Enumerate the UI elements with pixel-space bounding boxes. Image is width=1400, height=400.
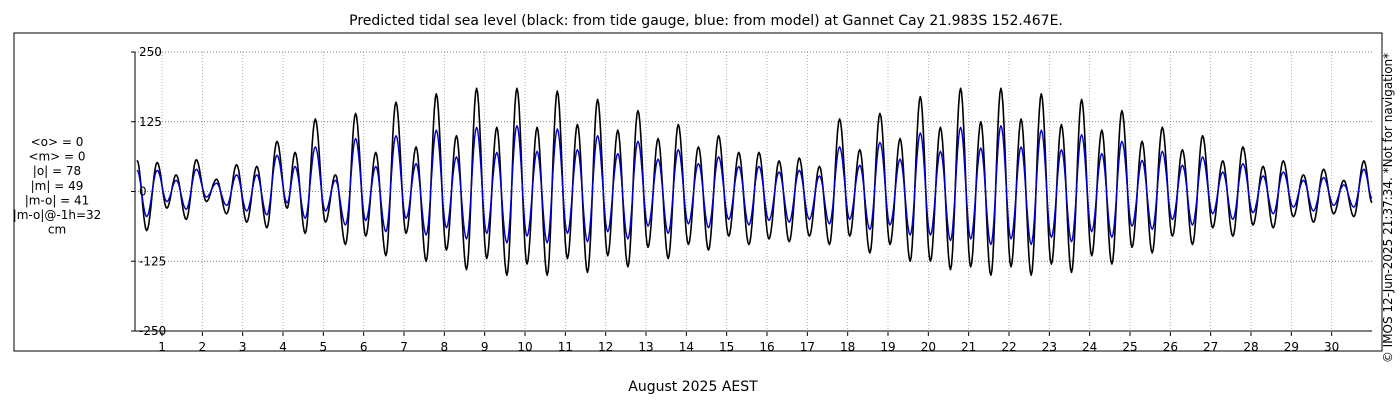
- statistics-panel: <o> = 0<m> = 0|o| = 78|m| = 49|m-o| = 41…: [13, 135, 102, 237]
- y-tick-label: -250: [139, 324, 166, 338]
- x-tick-label: 18: [840, 340, 855, 354]
- x-tick-label: 20: [921, 340, 936, 354]
- x-tick-label: 27: [1203, 340, 1218, 354]
- x-tick-labels: 1 2 3 4 5 6 7 8 9 10 11 12 13 14 15 16 17 18 19 20 21 22 23 24 2…: [158, 340, 1339, 354]
- stat-line: cm: [48, 223, 66, 237]
- y-tick-label: -125: [139, 254, 166, 268]
- x-tick-label: 23: [1042, 340, 1057, 354]
- stat-line: |m-o|@-1h=32: [13, 208, 102, 222]
- stat-line: |o| = 78: [33, 164, 81, 178]
- x-tick-label: 30: [1324, 340, 1339, 354]
- y-tick-label: 250: [139, 45, 162, 59]
- x-tick-label: 19: [880, 340, 895, 354]
- x-tick-label: 6: [360, 340, 368, 354]
- x-tick-label: 7: [400, 340, 408, 354]
- outer-frame: [13, 32, 1383, 352]
- x-tick-label: 28: [1243, 340, 1258, 354]
- stat-line: <o> = 0: [31, 135, 84, 149]
- x-tick-label: 3: [239, 340, 247, 354]
- x-tick-label: 16: [759, 340, 774, 354]
- x-tick-label: 1: [158, 340, 166, 354]
- x-tick-label: 22: [1001, 340, 1016, 354]
- x-tick-label: 29: [1284, 340, 1299, 354]
- stat-line: |m-o| = 41: [25, 193, 90, 207]
- x-tick-label: 26: [1163, 340, 1178, 354]
- x-tick-label: 14: [679, 340, 694, 354]
- x-tick-label: 5: [320, 340, 328, 354]
- model-series-line: [136, 125, 1373, 246]
- x-tick-label: 2: [199, 340, 207, 354]
- y-tick-labels: 250 125 0 -125 -250: [139, 45, 166, 338]
- y-tick-label: 0: [139, 185, 147, 199]
- y-tick-label: 125: [139, 115, 162, 129]
- x-tick-label: 9: [481, 340, 489, 354]
- tide-gauge-series-line: [136, 87, 1373, 276]
- x-tick-label: 17: [800, 340, 815, 354]
- axes: [131, 51, 1372, 336]
- series-lines: [136, 87, 1373, 276]
- x-tick-label: 4: [279, 340, 287, 354]
- stat-line: <m> = 0: [28, 150, 85, 164]
- credit-text: © IMOS 12-Jun-2025 21:37:34. *Not for na…: [1381, 53, 1395, 363]
- chart-title: Predicted tidal sea level (black: from t…: [349, 13, 1063, 29]
- x-tick-label: 11: [558, 340, 573, 354]
- grid-lines: [135, 51, 1372, 331]
- x-tick-label: 12: [598, 340, 613, 354]
- x-tick-label: 10: [517, 340, 532, 354]
- stat-line: |m| = 49: [31, 179, 84, 193]
- x-tick-label: 13: [638, 340, 653, 354]
- x-tick-label: 15: [719, 340, 734, 354]
- x-axis-label: August 2025 AEST: [628, 379, 758, 395]
- x-tick-label: 21: [961, 340, 976, 354]
- x-tick-label: 25: [1122, 340, 1137, 354]
- x-tick-label: 24: [1082, 340, 1097, 354]
- x-tick-label: 8: [441, 340, 449, 354]
